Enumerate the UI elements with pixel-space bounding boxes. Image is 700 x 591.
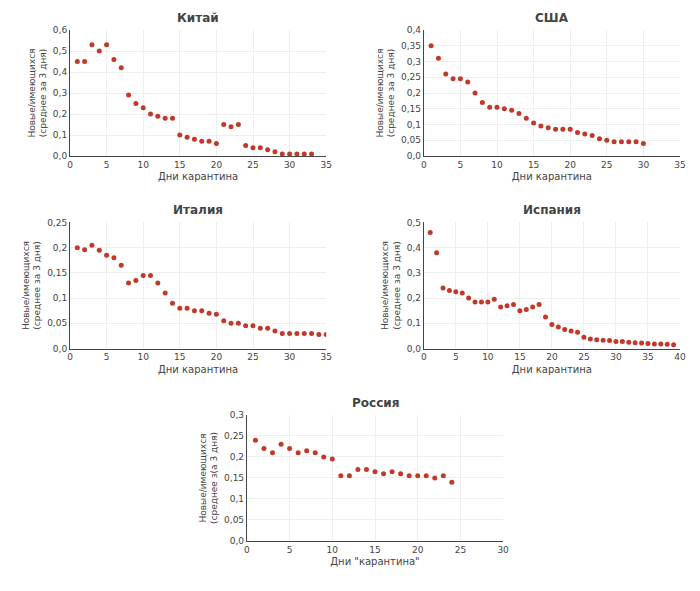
svg-text:Дни карантина: Дни карантина xyxy=(512,364,592,375)
svg-text:Новые/имеющихся(среднее за 3 д: Новые/имеющихся(среднее за 3 дня) xyxy=(27,49,49,138)
svg-text:25: 25 xyxy=(247,160,258,170)
svg-text:0,4: 0,4 xyxy=(407,243,422,253)
svg-text:20: 20 xyxy=(211,160,223,170)
svg-text:0,3: 0,3 xyxy=(230,410,244,420)
svg-text:5: 5 xyxy=(104,352,110,362)
svg-text:0,1: 0,1 xyxy=(407,318,421,328)
svg-text:5: 5 xyxy=(458,160,464,170)
svg-text:25: 25 xyxy=(578,352,589,362)
svg-text:0,25: 0,25 xyxy=(401,72,421,82)
svg-text:35: 35 xyxy=(320,352,331,362)
svg-text:0,0: 0,0 xyxy=(407,151,422,161)
svg-text:0,0: 0,0 xyxy=(407,344,422,354)
svg-text:0,15: 0,15 xyxy=(47,268,67,278)
svg-text:40: 40 xyxy=(674,352,686,362)
svg-text:30: 30 xyxy=(284,352,296,362)
svg-text:0,0: 0,0 xyxy=(53,344,68,354)
svg-text:0,2: 0,2 xyxy=(230,452,244,462)
svg-text:Дни карантина: Дни карантина xyxy=(512,171,592,182)
svg-text:20: 20 xyxy=(211,352,223,362)
svg-text:0,2: 0,2 xyxy=(53,109,67,119)
svg-text:0: 0 xyxy=(67,160,73,170)
svg-text:15: 15 xyxy=(369,545,380,555)
svg-text:35: 35 xyxy=(642,352,653,362)
svg-text:Новые/имеющихся(среднее за 3 д: Новые/имеющихся(среднее за 3 дня) xyxy=(375,49,397,138)
svg-text:10: 10 xyxy=(482,352,494,362)
svg-text:0,1: 0,1 xyxy=(230,494,244,504)
svg-text:10: 10 xyxy=(137,160,149,170)
svg-text:0,05: 0,05 xyxy=(224,515,244,525)
svg-text:35: 35 xyxy=(674,160,685,170)
svg-text:Дни "карантина": Дни "карантина" xyxy=(330,556,419,567)
svg-text:0,3: 0,3 xyxy=(407,268,421,278)
svg-text:25: 25 xyxy=(455,545,466,555)
svg-text:Китай: Китай xyxy=(177,11,219,25)
svg-text:Италия: Италия xyxy=(173,203,223,217)
svg-text:15: 15 xyxy=(528,160,539,170)
svg-text:Дни карантина: Дни карантина xyxy=(158,171,238,182)
svg-text:5: 5 xyxy=(104,160,110,170)
svg-text:15: 15 xyxy=(174,160,185,170)
svg-text:0,2: 0,2 xyxy=(407,88,421,98)
svg-text:0,5: 0,5 xyxy=(53,46,67,56)
svg-text:30: 30 xyxy=(497,545,509,555)
svg-text:0,6: 0,6 xyxy=(53,25,68,35)
svg-text:0,0: 0,0 xyxy=(53,151,68,161)
svg-text:0: 0 xyxy=(421,160,427,170)
svg-text:30: 30 xyxy=(638,160,650,170)
svg-text:0,3: 0,3 xyxy=(407,57,421,67)
svg-text:Новые/имеющихся(среднее з(а 3: Новые/имеющихся(среднее з(а 3 дня) xyxy=(198,432,220,524)
svg-text:0,4: 0,4 xyxy=(53,67,68,77)
svg-text:20: 20 xyxy=(546,352,558,362)
svg-text:0: 0 xyxy=(421,352,427,362)
svg-text:10: 10 xyxy=(491,160,503,170)
svg-text:0,3: 0,3 xyxy=(53,88,67,98)
svg-text:0,1: 0,1 xyxy=(53,130,67,140)
svg-text:0,0: 0,0 xyxy=(230,536,245,546)
svg-text:35: 35 xyxy=(320,160,331,170)
svg-text:0,2: 0,2 xyxy=(53,243,67,253)
svg-text:Испания: Испания xyxy=(523,203,581,217)
svg-text:10: 10 xyxy=(137,352,149,362)
svg-text:30: 30 xyxy=(284,160,296,170)
svg-text:0,15: 0,15 xyxy=(224,473,244,483)
svg-text:25: 25 xyxy=(601,160,612,170)
svg-text:0,05: 0,05 xyxy=(401,135,421,145)
svg-text:0,35: 0,35 xyxy=(401,41,421,51)
svg-text:0,25: 0,25 xyxy=(224,431,244,441)
svg-text:30: 30 xyxy=(610,352,622,362)
svg-text:10: 10 xyxy=(327,545,339,555)
svg-text:20: 20 xyxy=(412,545,424,555)
svg-text:5: 5 xyxy=(287,545,293,555)
svg-text:Россия: Россия xyxy=(352,396,399,410)
svg-text:0,1: 0,1 xyxy=(407,120,421,130)
svg-text:25: 25 xyxy=(247,352,258,362)
svg-text:15: 15 xyxy=(514,352,525,362)
svg-text:0,5: 0,5 xyxy=(407,218,421,228)
svg-text:США: США xyxy=(535,11,569,25)
svg-text:0,25: 0,25 xyxy=(47,218,67,228)
svg-text:Дни карантина: Дни карантина xyxy=(158,364,238,375)
svg-text:0: 0 xyxy=(244,545,250,555)
svg-text:0: 0 xyxy=(67,352,73,362)
svg-text:0,1: 0,1 xyxy=(53,293,67,303)
svg-text:15: 15 xyxy=(174,352,185,362)
svg-text:5: 5 xyxy=(453,352,459,362)
svg-text:Новые/имеющихся(среднее за 3 д: Новые/имеющихся(среднее за 3 дня) xyxy=(21,241,43,330)
svg-text:Новые/имеющихся(среднее за 3 д: Новые/имеющихся(среднее за 3 дня) xyxy=(380,241,402,330)
svg-text:0,2: 0,2 xyxy=(407,293,421,303)
svg-text:0,15: 0,15 xyxy=(401,104,421,114)
svg-text:0,4: 0,4 xyxy=(407,25,422,35)
svg-text:0,05: 0,05 xyxy=(47,318,67,328)
svg-text:20: 20 xyxy=(564,160,576,170)
